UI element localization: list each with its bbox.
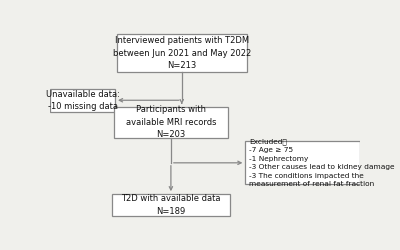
FancyBboxPatch shape <box>114 107 228 138</box>
Text: Participants with
available MRI records
N=203: Participants with available MRI records … <box>126 106 216 140</box>
Text: Excluded：
-7 Age ≥ 75
-1 Nephrectomy
-3 Other causes lead to kidney damage
-3 Th: Excluded： -7 Age ≥ 75 -1 Nephrectomy -3 … <box>249 138 394 188</box>
FancyBboxPatch shape <box>117 34 247 72</box>
FancyBboxPatch shape <box>245 141 360 184</box>
Text: Unavailable data:
-10 missing data: Unavailable data: -10 missing data <box>46 90 120 111</box>
FancyBboxPatch shape <box>50 89 115 112</box>
Text: Interviewed patients with T2DM
between Jun 2021 and May 2022
N=213: Interviewed patients with T2DM between J… <box>113 36 251 70</box>
FancyBboxPatch shape <box>112 194 230 216</box>
Text: T2D with available data
N=189: T2D with available data N=189 <box>121 194 221 216</box>
